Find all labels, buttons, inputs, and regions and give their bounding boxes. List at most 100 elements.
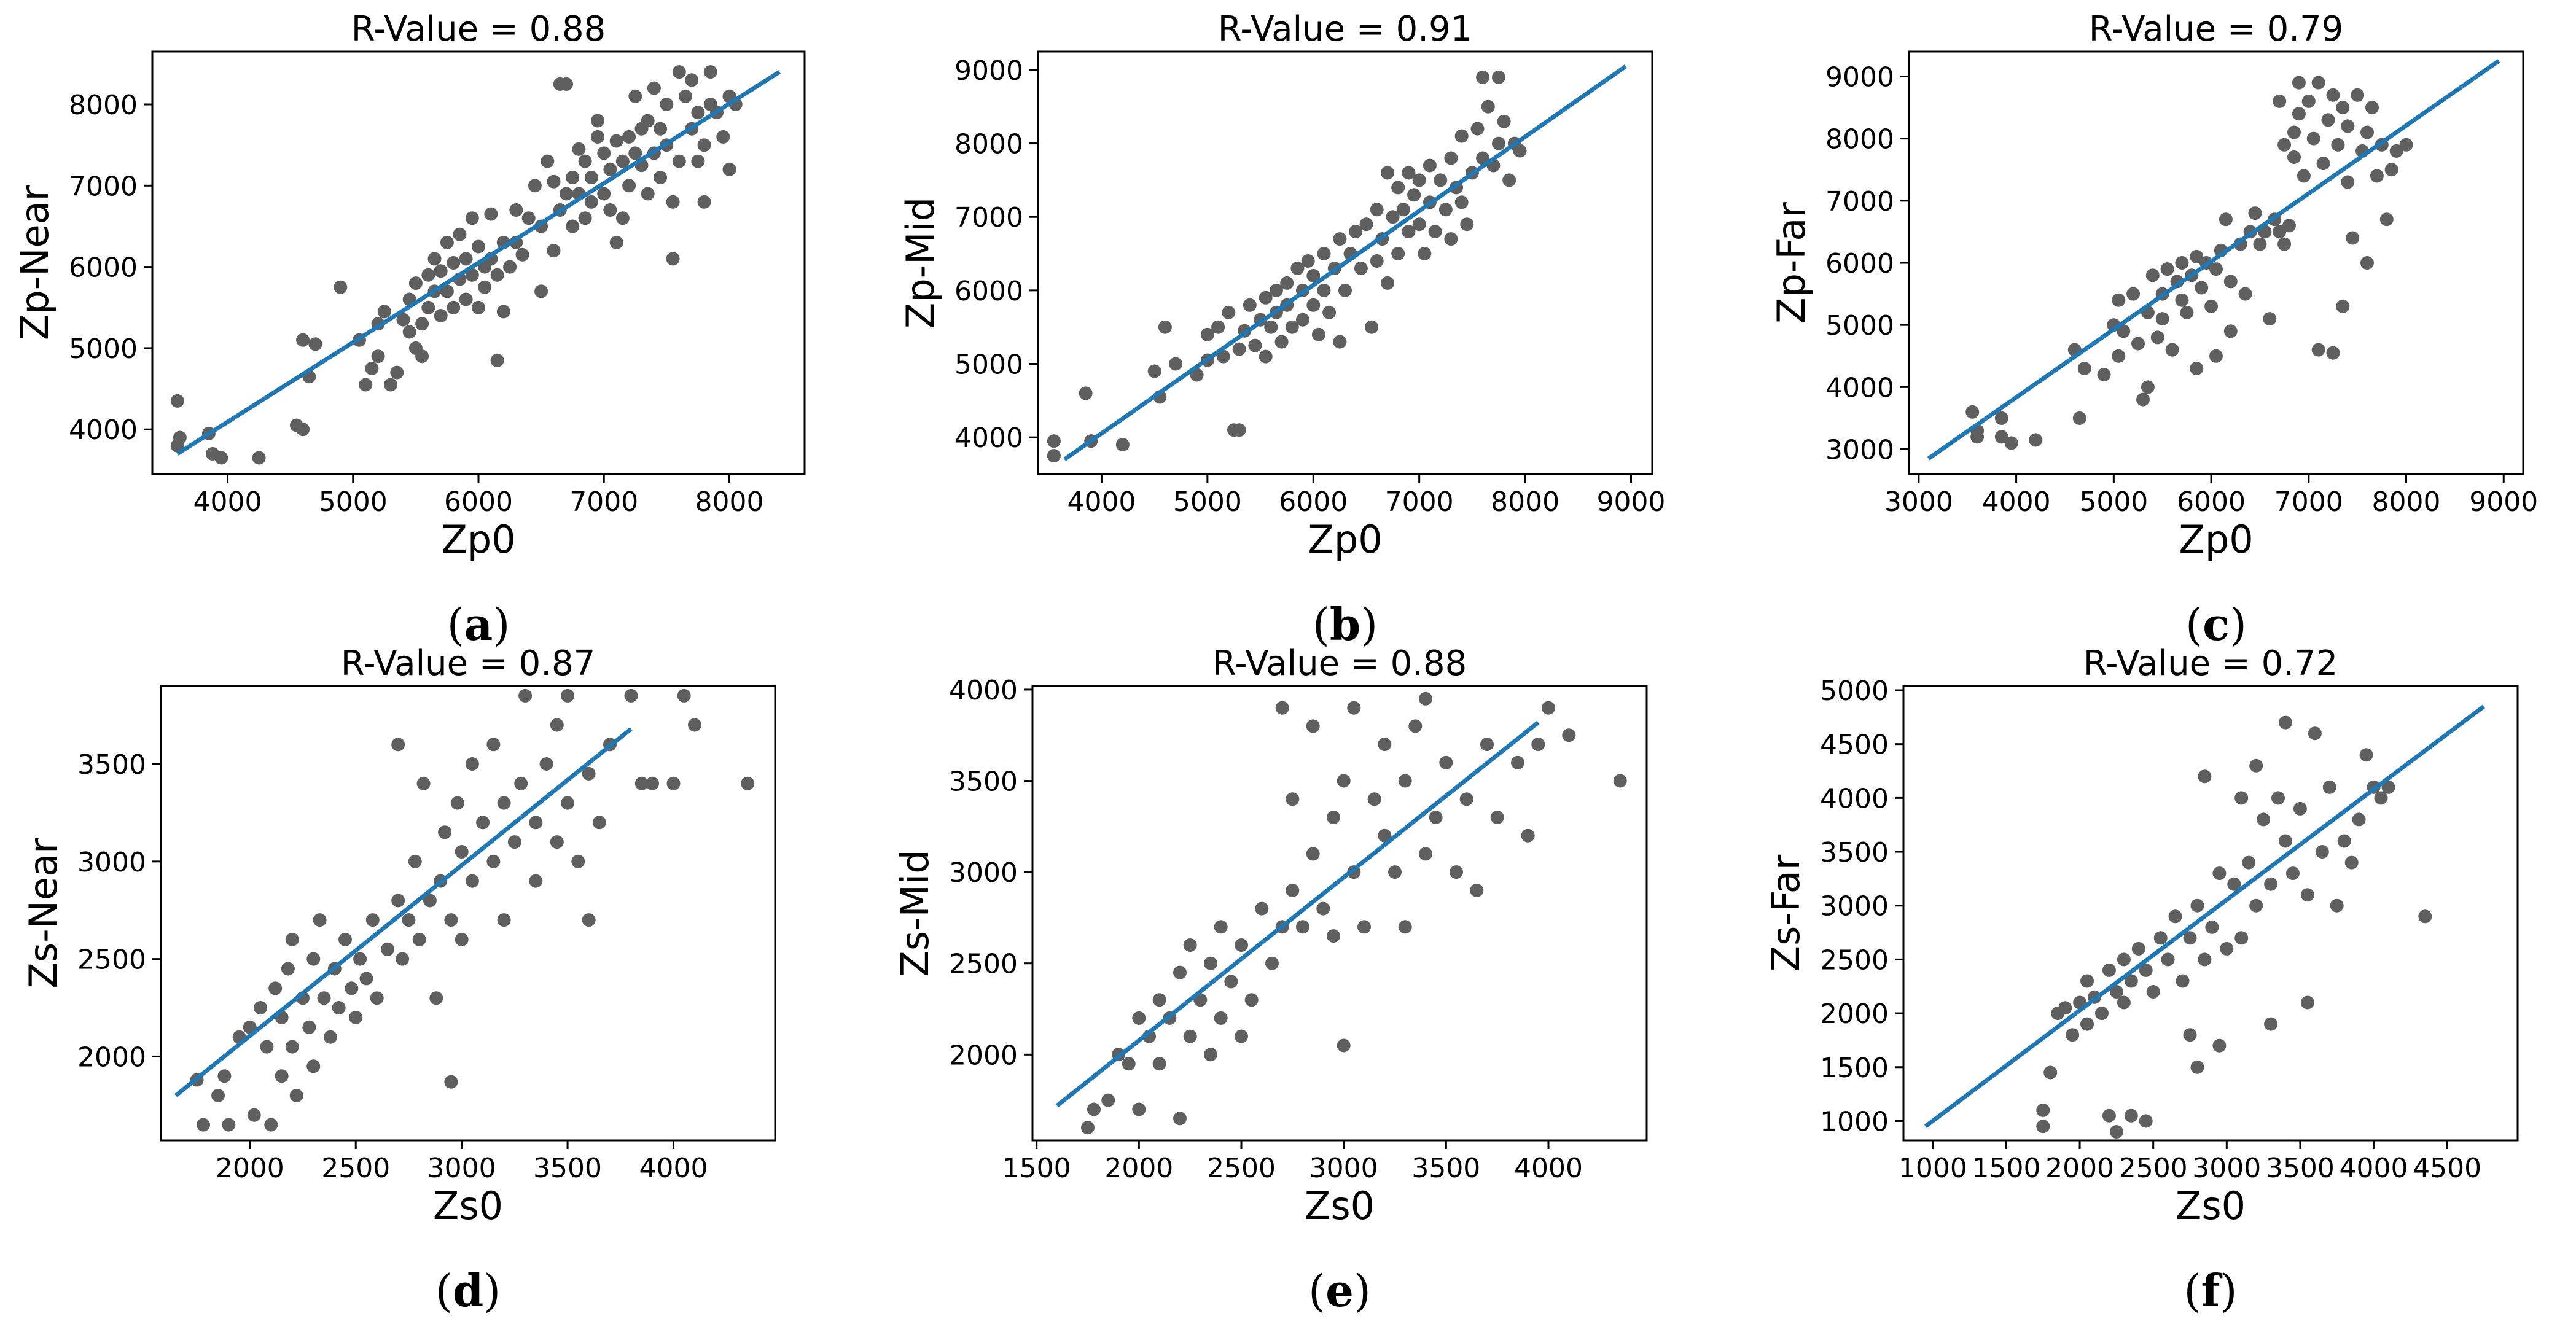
- x-tick-label: 4000: [2340, 1153, 2408, 1184]
- data-point: [584, 195, 598, 209]
- data-point: [1264, 320, 1278, 334]
- data-point: [247, 1108, 261, 1122]
- x-axis-label: Zs0: [1305, 1183, 1375, 1228]
- data-point: [2253, 237, 2267, 251]
- data-point: [641, 187, 655, 201]
- y-tick-label: 4000: [949, 675, 1018, 706]
- data-point: [447, 300, 461, 314]
- data-point: [666, 195, 680, 209]
- data-point: [2198, 952, 2212, 967]
- data-point: [444, 913, 458, 927]
- y-tick-label: 7000: [1825, 186, 1894, 217]
- data-point: [1306, 268, 1321, 282]
- data-point: [2374, 791, 2388, 805]
- data-point: [2160, 262, 2174, 276]
- data-point: [1444, 151, 1458, 165]
- data-point: [716, 130, 730, 144]
- data-point: [2351, 88, 2365, 102]
- data-point: [1248, 338, 1262, 352]
- data-point: [450, 796, 464, 810]
- data-point: [591, 114, 604, 128]
- data-point: [222, 1118, 236, 1132]
- data-point: [1454, 195, 1469, 209]
- data-point: [1306, 847, 1320, 861]
- plot-frame: [1902, 685, 2519, 1142]
- data-point: [1337, 1038, 1351, 1053]
- data-point: [2117, 324, 2131, 338]
- data-point: [459, 292, 473, 306]
- data-point: [534, 284, 548, 298]
- subfigure-label: (b): [1313, 598, 1378, 650]
- x-tick-label: 3500: [1411, 1153, 1480, 1184]
- x-tick-label: 8000: [695, 486, 763, 518]
- data-point: [1381, 166, 1394, 180]
- chart-title: R-Value = 0.72: [2083, 644, 2338, 683]
- data-point: [2095, 1007, 2109, 1021]
- data-point: [2102, 963, 2116, 977]
- data-point: [2301, 94, 2316, 108]
- data-point: [1398, 774, 1412, 788]
- data-point: [2326, 346, 2340, 360]
- data-point: [444, 1075, 458, 1089]
- data-point: [1423, 158, 1437, 173]
- x-tick-label: 1000: [1899, 1153, 1967, 1184]
- data-point: [2264, 1017, 2278, 1031]
- y-tick-label: 4000: [1825, 372, 1894, 403]
- data-point: [1429, 811, 1443, 824]
- data-point: [597, 146, 611, 160]
- y-tick-label: 4500: [1820, 730, 1889, 761]
- subfigure-label: (d): [435, 1264, 501, 1317]
- y-axis-label: Zp-Far: [1769, 202, 1814, 324]
- chart-title: R-Value = 0.88: [351, 9, 606, 49]
- data-point: [254, 1001, 268, 1014]
- data-point: [1285, 320, 1299, 334]
- data-point: [396, 313, 410, 327]
- data-point: [1214, 1011, 1228, 1025]
- data-point: [624, 688, 638, 703]
- data-point: [1347, 701, 1361, 715]
- data-point: [1562, 728, 1576, 742]
- data-point: [252, 451, 266, 465]
- x-tick-label: 2000: [2045, 1153, 2114, 1184]
- data-point: [1613, 774, 1627, 788]
- x-tick-label: 1500: [1972, 1153, 2040, 1184]
- data-point: [2273, 225, 2287, 239]
- data-point: [1204, 1048, 1217, 1062]
- data-point: [2277, 138, 2292, 152]
- data-point: [2315, 845, 2329, 859]
- data-point: [1265, 956, 1279, 970]
- data-point: [691, 106, 705, 120]
- data-point: [2381, 780, 2395, 794]
- x-tick-label: 1500: [1002, 1153, 1071, 1184]
- chart-d: 2000 2500 3000 3500 4000 2000 2500 3000 3500 R-Va…: [21, 644, 776, 1317]
- data-point: [1087, 1102, 1101, 1116]
- data-point: [2066, 1028, 2080, 1042]
- data-point: [465, 268, 479, 282]
- data-point: [434, 309, 448, 322]
- data-point: [2102, 1108, 2116, 1123]
- data-point: [2165, 343, 2179, 357]
- data-point: [1327, 929, 1340, 943]
- data-point: [1450, 865, 1463, 879]
- data-point: [615, 154, 630, 168]
- data-point: [2336, 101, 2350, 115]
- data-point: [2153, 931, 2168, 945]
- data-point: [1306, 298, 1321, 312]
- data-point: [1391, 247, 1405, 260]
- data-point: [561, 796, 575, 810]
- data-point: [2145, 268, 2160, 282]
- x-tick-label: 5000: [319, 486, 388, 518]
- data-point: [514, 776, 528, 790]
- data-point: [1322, 305, 1337, 319]
- data-point: [2249, 898, 2263, 913]
- data-point: [2209, 349, 2223, 363]
- data-point: [434, 264, 448, 278]
- data-point: [566, 219, 580, 233]
- data-point: [289, 1089, 303, 1102]
- data-point: [2043, 1065, 2058, 1080]
- data-point: [1079, 386, 1093, 400]
- data-point: [486, 854, 501, 868]
- data-point: [2183, 1028, 2197, 1042]
- y-tick-label: 5000: [1825, 310, 1894, 341]
- data-point: [2205, 920, 2219, 934]
